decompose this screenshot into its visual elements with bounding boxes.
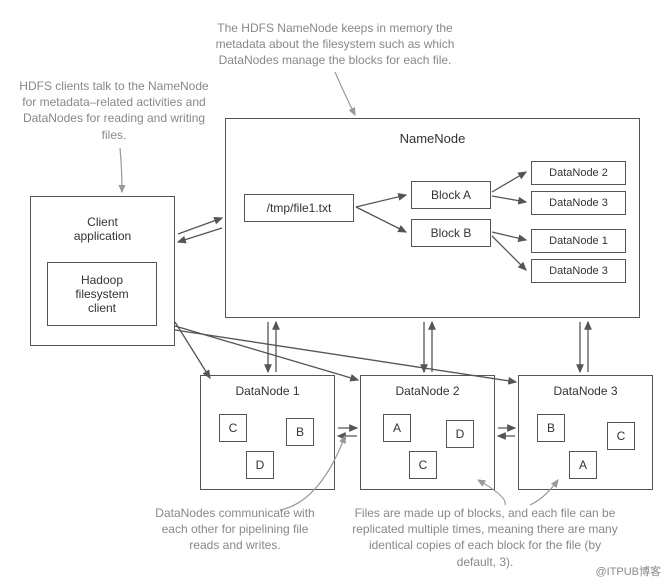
annotation-namenode: The HDFS NameNode keeps in memory the me…	[195, 20, 475, 69]
dn3-block-a: A	[569, 451, 597, 479]
watermark: @ITPUB博客	[595, 563, 661, 579]
client-application-box: Client application Hadoop filesystem cli…	[30, 196, 175, 346]
replica-a-1: DataNode 2	[531, 161, 626, 185]
datanode-2-box: DataNode 2 A D C	[360, 375, 495, 490]
hadoop-fs-client-box: Hadoop filesystem client	[47, 262, 157, 326]
block-a-box: Block A	[411, 181, 491, 209]
annotation-client: HDFS clients talk to the NameNode for me…	[14, 78, 214, 143]
dn2-block-c: C	[409, 451, 437, 479]
dn1-block-d: D	[246, 451, 274, 479]
dn2-block-d: D	[446, 420, 474, 448]
namenode-box: NameNode /tmp/file1.txt Block A Block B …	[225, 118, 640, 318]
replica-a-2: DataNode 3	[531, 191, 626, 215]
annotation-datanode-comm: DataNodes communicate with each other fo…	[150, 505, 320, 554]
datanode-3-title: DataNode 3	[519, 384, 652, 398]
datanode-1-title: DataNode 1	[201, 384, 334, 398]
dn1-block-b: B	[286, 418, 314, 446]
file-path-box: /tmp/file1.txt	[244, 194, 354, 222]
dn3-block-c: C	[607, 422, 635, 450]
namenode-title: NameNode	[226, 131, 639, 146]
client-title: Client application	[31, 215, 174, 243]
block-b-box: Block B	[411, 219, 491, 247]
dn3-block-b: B	[537, 414, 565, 442]
datanode-1-box: DataNode 1 C B D	[200, 375, 335, 490]
annotation-replication: Files are made up of blocks, and each fi…	[350, 505, 620, 570]
replica-b-1: DataNode 1	[531, 229, 626, 253]
dn2-block-a: A	[383, 414, 411, 442]
replica-b-2: DataNode 3	[531, 259, 626, 283]
datanode-2-title: DataNode 2	[361, 384, 494, 398]
dn1-block-c: C	[219, 414, 247, 442]
datanode-3-box: DataNode 3 B C A	[518, 375, 653, 490]
